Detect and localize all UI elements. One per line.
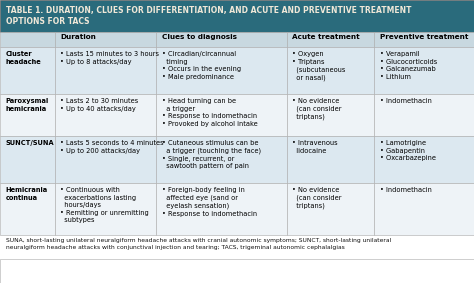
- Bar: [0, 259, 474, 283]
- Bar: [287, 32, 374, 48]
- Text: • Verapamil
• Glucocorticoids
• Galcanezumab
• Lithium: • Verapamil • Glucocorticoids • Galcanez…: [380, 52, 437, 80]
- Bar: [156, 95, 287, 136]
- Bar: [156, 32, 287, 48]
- Text: Cluster
headache: Cluster headache: [6, 52, 41, 65]
- Text: Paroxysmal
hemicrania: Paroxysmal hemicrania: [6, 98, 49, 112]
- Bar: [0, 48, 55, 95]
- Text: SUNCT/SUNA: SUNCT/SUNA: [6, 140, 54, 147]
- Bar: [374, 48, 474, 95]
- Text: • Indomethacin: • Indomethacin: [380, 188, 432, 194]
- Text: SUNA, short-lasting unilateral neuralgiform headache attacks with cranial autono: SUNA, short-lasting unilateral neuralgif…: [6, 239, 391, 250]
- Text: • Lamotrigine
• Gabapentin
• Oxcarbazepine: • Lamotrigine • Gabapentin • Oxcarbazepi…: [380, 140, 436, 162]
- Bar: [55, 95, 156, 136]
- Text: • Lasts 15 minutes to 3 hours
• Up to 8 attacks/day: • Lasts 15 minutes to 3 hours • Up to 8 …: [60, 52, 159, 65]
- Bar: [287, 95, 374, 136]
- Bar: [0, 0, 474, 32]
- Bar: [0, 136, 55, 183]
- Bar: [374, 136, 474, 183]
- Text: Duration: Duration: [60, 35, 96, 40]
- Bar: [0, 95, 55, 136]
- Bar: [374, 183, 474, 235]
- Bar: [287, 183, 374, 235]
- Bar: [287, 136, 374, 183]
- Text: • Circadian/circannual
  timing
• Occurs in the evening
• Male predominance: • Circadian/circannual timing • Occurs i…: [162, 52, 241, 80]
- Text: • Cutaneous stimulus can be
  a trigger (touching the face)
• Single, recurrent,: • Cutaneous stimulus can be a trigger (t…: [162, 140, 261, 170]
- Text: • Continuous with
  exacerbations lasting
  hours/days
• Remitting or unremittin: • Continuous with exacerbations lasting …: [60, 188, 149, 224]
- Bar: [55, 183, 156, 235]
- Text: • Indomethacin: • Indomethacin: [380, 98, 432, 104]
- Bar: [55, 48, 156, 95]
- Text: Clues to diagnosis: Clues to diagnosis: [162, 35, 237, 40]
- Bar: [0, 32, 55, 48]
- Bar: [156, 48, 287, 95]
- Bar: [0, 183, 55, 235]
- Text: • Head turning can be
  a trigger
• Response to indomethacin
• Provoked by alcoh: • Head turning can be a trigger • Respon…: [162, 98, 258, 127]
- Text: • Intravenous
  lidocaine: • Intravenous lidocaine: [292, 140, 338, 154]
- Text: Acute treatment: Acute treatment: [292, 35, 360, 40]
- Bar: [374, 32, 474, 48]
- Text: • Lasts 5 seconds to 4 minutes
• Up to 200 attacks/day: • Lasts 5 seconds to 4 minutes • Up to 2…: [60, 140, 164, 154]
- Text: • No evidence
  (can consider
  triptans): • No evidence (can consider triptans): [292, 188, 342, 209]
- Text: TABLE 1. DURATION, CLUES FOR DIFFERENTIATION, AND ACUTE AND PREVENTIVE TREATMENT: TABLE 1. DURATION, CLUES FOR DIFFERENTIA…: [6, 5, 411, 25]
- Bar: [55, 32, 156, 48]
- Bar: [156, 136, 287, 183]
- Bar: [156, 183, 287, 235]
- Text: • No evidence
  (can consider
  triptans): • No evidence (can consider triptans): [292, 98, 342, 121]
- Text: • Lasts 2 to 30 minutes
• Up to 40 attacks/day: • Lasts 2 to 30 minutes • Up to 40 attac…: [60, 98, 138, 112]
- Bar: [374, 95, 474, 136]
- Text: Hemicrania
continua: Hemicrania continua: [6, 188, 48, 201]
- Text: • Foreign-body feeling in
  affected eye (sand or
  eyelash sensation)
• Respons: • Foreign-body feeling in affected eye (…: [162, 188, 257, 217]
- Bar: [287, 48, 374, 95]
- Text: • Oxygen
• Triptans
  (subcutaneous
  or nasal): • Oxygen • Triptans (subcutaneous or nas…: [292, 52, 346, 81]
- Bar: [55, 136, 156, 183]
- Text: Preventive treatment: Preventive treatment: [380, 35, 468, 40]
